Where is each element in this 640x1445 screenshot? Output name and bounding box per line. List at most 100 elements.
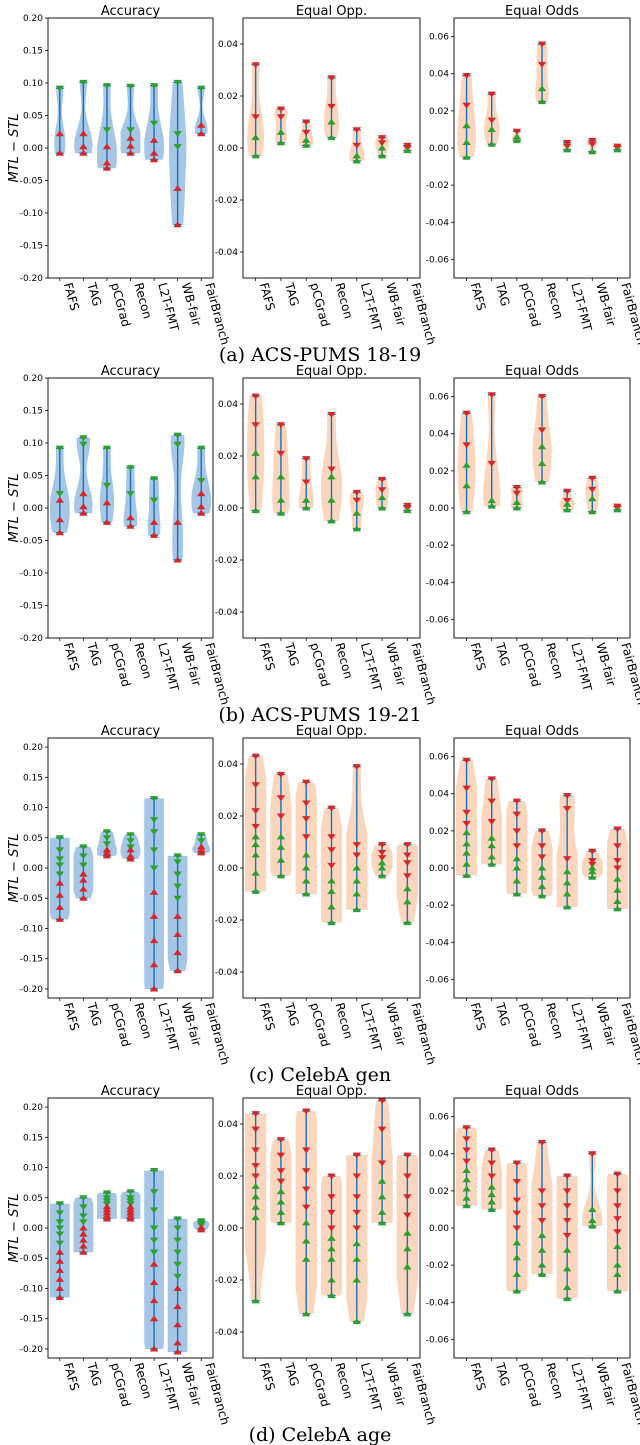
data-point-marker [537,1140,547,1146]
data-point-marker [126,465,135,472]
data-point-marker [327,1173,336,1180]
method-label: pCGrad [518,1001,543,1048]
data-point-marker [55,916,64,922]
data-point-marker [352,852,361,859]
data-point-marker [403,147,412,154]
method-label: WB-fair [179,1361,204,1407]
data-point-marker [276,813,286,820]
data-point-marker [149,1249,159,1256]
panel-title: Equal Odds [505,364,579,379]
method-label: FAFS [61,641,82,672]
data-point-marker [512,890,522,897]
data-point-marker [173,1339,182,1346]
data-point-marker [352,157,361,164]
data-point-marker [149,817,159,823]
data-point-marker [251,473,260,480]
data-point-marker [55,1201,64,1208]
data-point-marker [149,795,159,802]
data-point-marker [251,753,260,760]
data-point-marker [588,848,597,855]
data-point-marker [251,823,260,830]
data-point-marker [173,144,182,151]
method-label: Recon [333,1361,356,1400]
y-tick-label: 0.05 [23,834,43,844]
data-point-marker [102,829,112,836]
method-label: FAFS [468,641,489,672]
data-point-marker [327,805,336,812]
data-point-marker [173,1237,182,1244]
data-point-marker [102,445,112,452]
data-point-marker [276,1198,286,1205]
method-label: FairBranch [619,1001,640,1066]
data-point-marker [197,846,206,853]
data-point-marker [562,1218,572,1224]
data-point-marker [149,865,159,872]
y-tick-label: -0.15 [20,242,43,252]
data-point-marker [302,1108,311,1115]
method-label: TAG [282,1000,302,1027]
data-point-marker [251,1193,260,1200]
data-point-marker [537,1218,547,1224]
data-point-marker [562,879,572,886]
panel-0-1: 0.04 0.02 0.00 -0.02 -0.04 FAFS TAG pCGrad Recon… [215,4,439,346]
y-tick-label: -0.02 [426,901,449,911]
panel-3-1: 0.04 0.02 0.00 -0.02 -0.04 FAFS TAG pCGrad Recon… [215,1084,439,1426]
data-point-marker [562,146,572,153]
data-point-marker [327,1276,336,1283]
data-point-marker [487,392,496,399]
data-point-marker [197,490,206,497]
data-point-marker [403,885,412,892]
data-point-marker [512,128,522,135]
y-tick-label: -0.04 [426,578,450,588]
data-point-marker [462,153,471,160]
data-point-marker [403,1245,412,1252]
data-point-marker [251,507,260,514]
y-tick-label: 0.15 [23,407,43,417]
data-point-marker [562,500,572,507]
data-point-marker [537,864,547,871]
data-point-marker [173,79,182,86]
method-label: FairBranch [202,1361,232,1426]
data-point-marker [462,461,471,468]
row-3: 0.20 0.15 0.10 0.05 0.00 -0.05 -0.10 -0.15 -0.20… [7,1084,640,1445]
data-point-marker [79,1236,88,1243]
data-point-marker [126,142,135,149]
method-label: pCGrad [307,1361,332,1408]
data-point-marker [251,841,260,848]
data-point-marker [149,1260,159,1267]
y-tick-label: -0.02 [426,1261,449,1271]
data-point-marker [613,1271,622,1277]
data-point-marker [352,1225,361,1232]
y-tick-label: 0.02 [218,1172,238,1182]
data-point-marker [251,1214,260,1221]
data-point-marker [149,1168,159,1174]
y-tick-label: 0.05 [23,1194,43,1204]
data-point-marker [562,903,572,910]
y-tick-label: -0.02 [215,196,238,206]
y-tick-label: 0.20 [23,14,43,24]
method-label: FairBranch [408,641,438,706]
data-point-marker [613,1229,622,1236]
y-axis-label: MTL − STL [7,1194,22,1263]
data-point-marker [377,152,387,159]
method-label: FAFS [61,1001,82,1032]
method-label: FairBranch [202,1001,232,1066]
data-point-marker [377,849,387,856]
data-point-marker [126,522,135,529]
method-label: Recon [132,281,155,320]
method-label: pCGrad [307,281,332,328]
data-point-marker [352,890,361,897]
y-tick-label: -0.20 [20,634,44,644]
method-label: TAG [84,1000,104,1027]
data-point-marker [512,499,522,505]
data-point-marker [327,75,336,82]
data-point-marker [149,1225,159,1232]
y-tick-label: 0.02 [429,1187,449,1197]
method-label: L2T-FMT [568,281,594,333]
data-point-marker [79,1230,88,1237]
method-label: Recon [333,281,356,320]
y-tick-label: -0.02 [215,916,238,926]
data-point-marker [403,1263,412,1270]
data-point-marker [487,834,496,841]
data-point-marker [149,1207,159,1214]
